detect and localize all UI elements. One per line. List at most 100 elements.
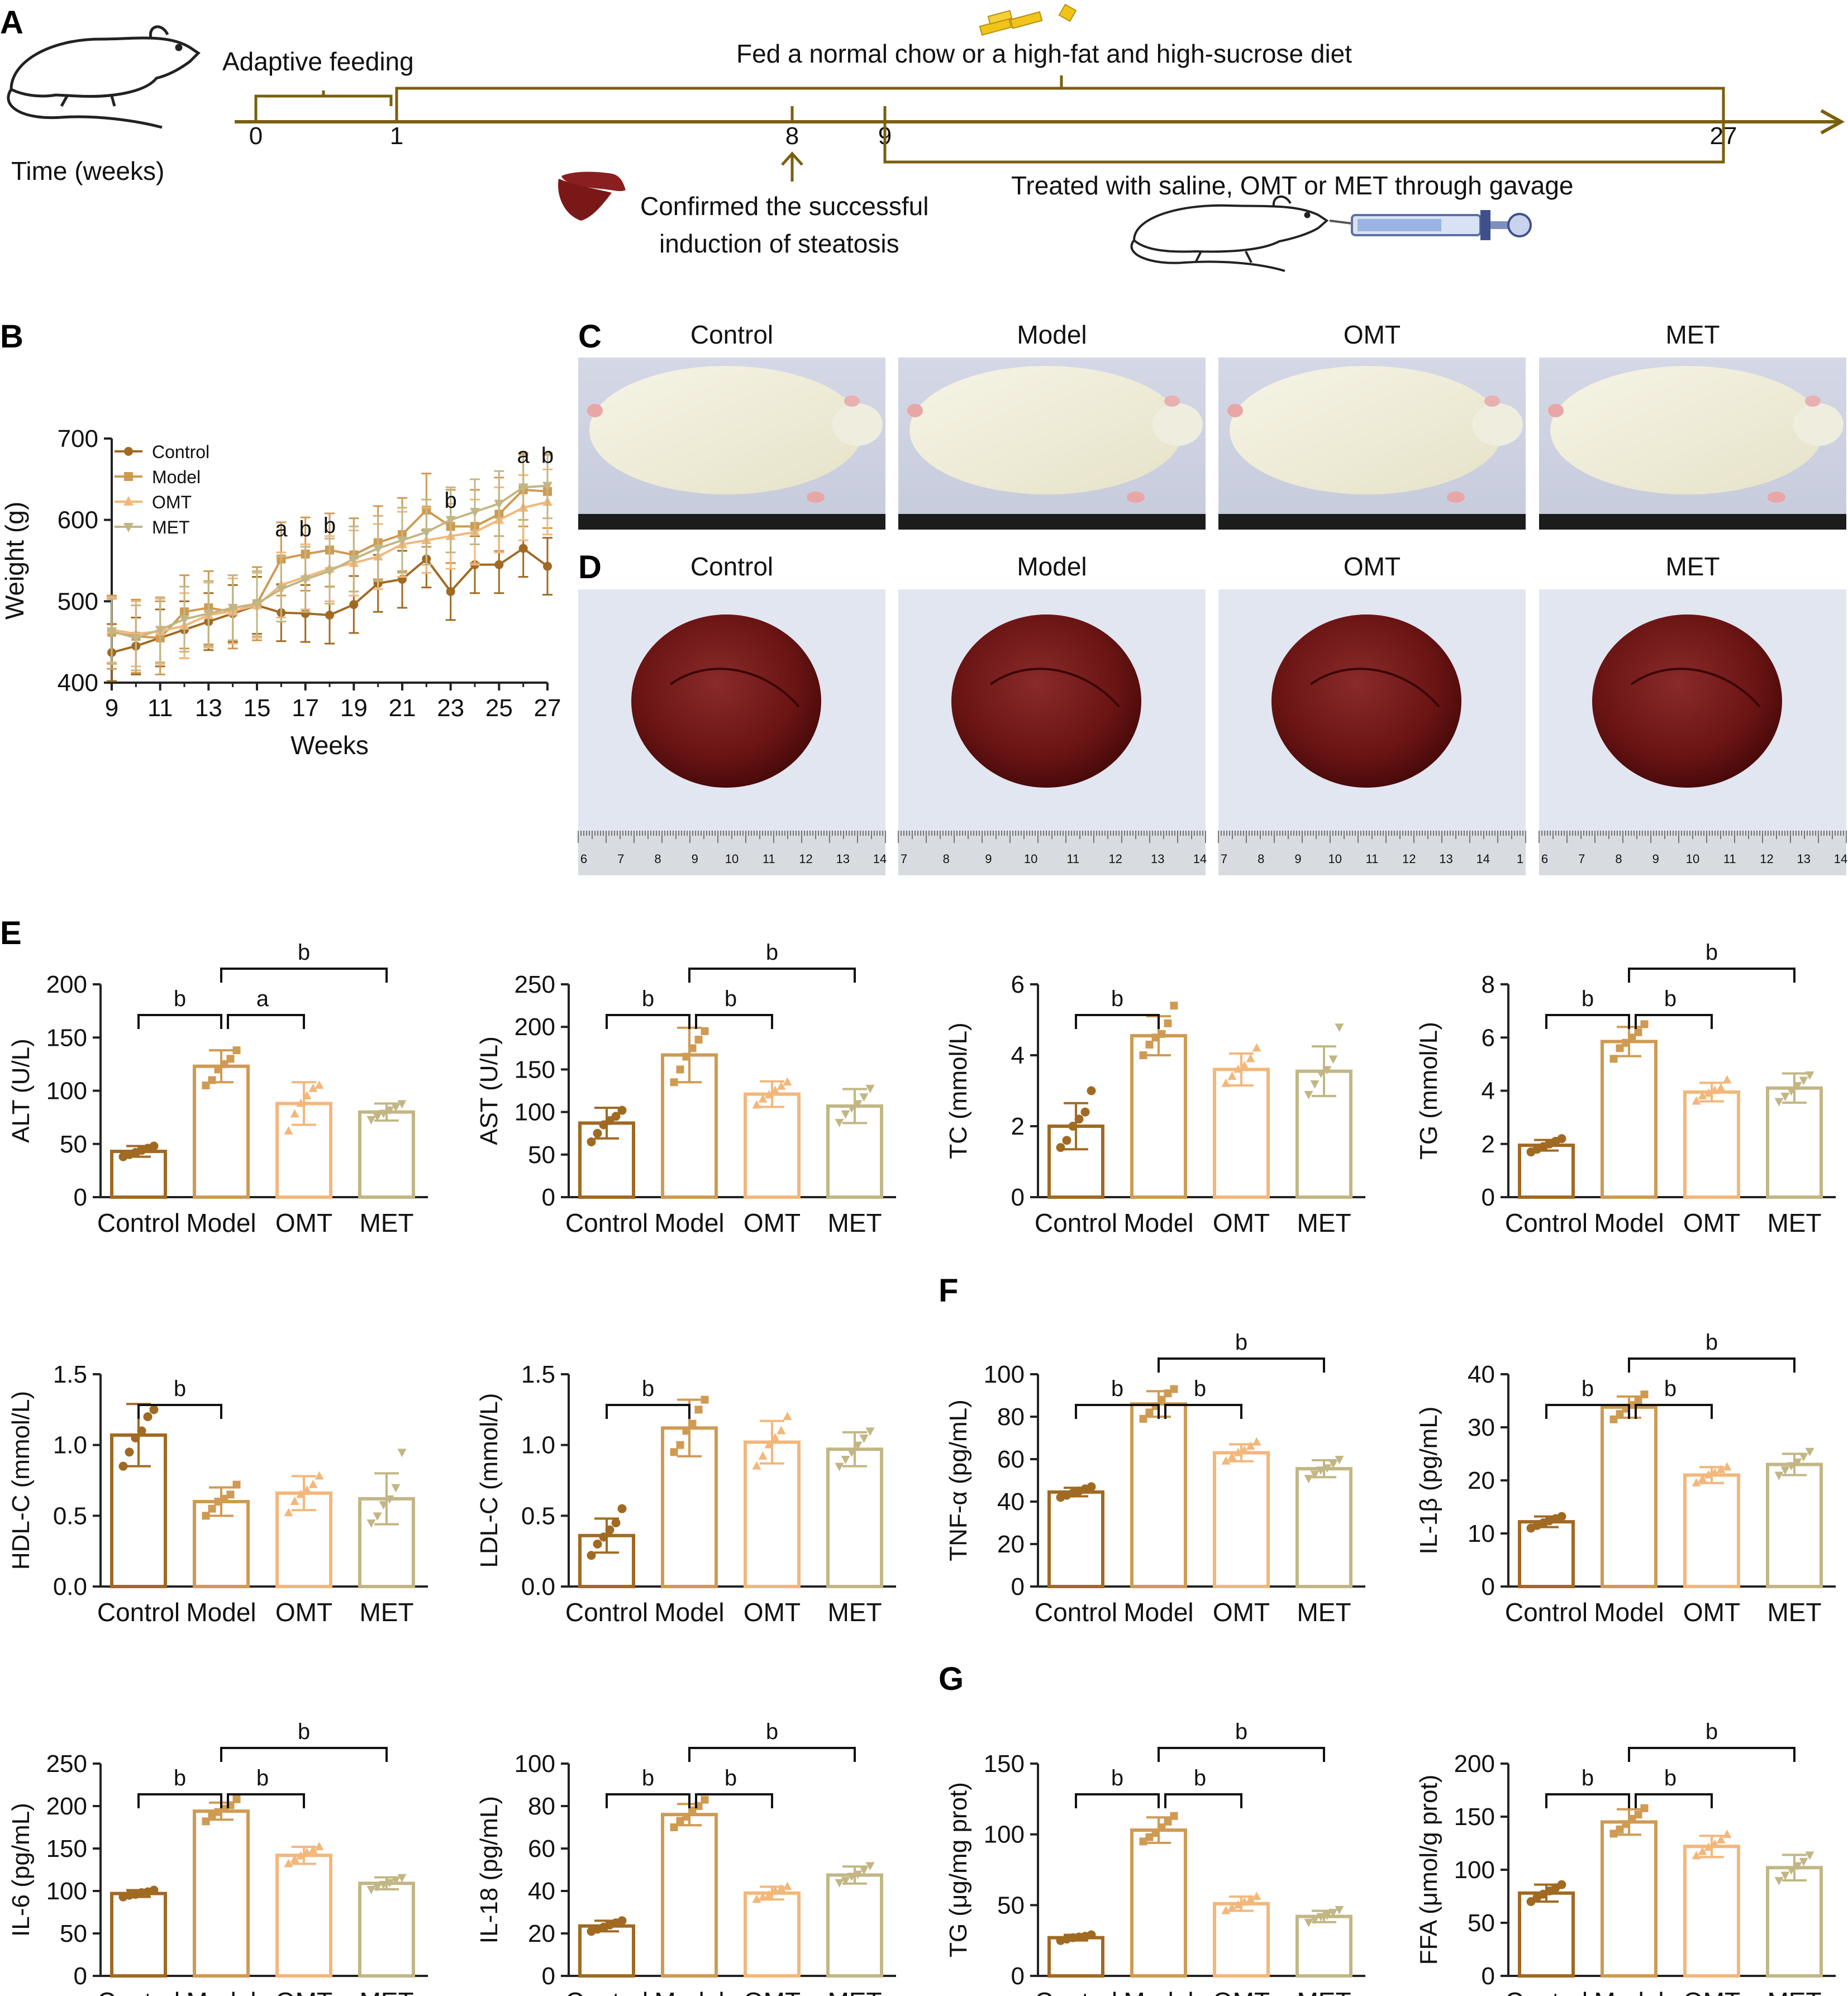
data-point xyxy=(226,1490,235,1499)
y-tick-label: 80 xyxy=(528,1793,555,1820)
liver-icon xyxy=(561,172,626,192)
mouse-photo-row: Control Model OMT MET xyxy=(578,320,1846,530)
weight-line-chart: 400 500 600 700 9 11 13 15 17 19 21 23 25 27 Weeks Weig… xyxy=(0,425,561,760)
data-point xyxy=(758,1094,768,1103)
legend-marker xyxy=(124,472,133,481)
data-point xyxy=(373,1883,382,1892)
data-point xyxy=(284,1508,293,1517)
data-point xyxy=(670,1448,678,1456)
y-tick-label: 100 xyxy=(515,1099,555,1126)
significance-label: b xyxy=(1706,940,1718,965)
y-tick-label: 2 xyxy=(1482,1131,1495,1158)
bar-omt xyxy=(1213,1068,1270,1199)
data-point xyxy=(1704,1470,1713,1479)
data-point xyxy=(302,1091,312,1100)
data-point xyxy=(1328,1460,1338,1469)
data-point xyxy=(379,1880,388,1889)
x-tick-label: Control xyxy=(1035,1598,1117,1627)
significance-bracket xyxy=(1635,1793,1713,1808)
bar-omt xyxy=(744,1092,801,1199)
y-tick-label: 20 xyxy=(528,1920,555,1947)
data-point xyxy=(1799,1453,1808,1462)
y-tick-label: 1.5 xyxy=(53,1361,87,1388)
data-point xyxy=(208,1504,216,1513)
y-tick-label: 0 xyxy=(1011,1184,1025,1211)
data-point xyxy=(296,1851,306,1860)
x-tick-label: Control xyxy=(565,1208,648,1237)
data-point xyxy=(308,1845,318,1854)
x-tick-label: Model xyxy=(1594,1208,1664,1237)
bar-met xyxy=(1295,1914,1352,1978)
y-tick-label: 8 xyxy=(1482,971,1495,998)
y-tick-label: 50 xyxy=(1468,1909,1495,1937)
bar-chart-tnf: 0 20 40 60 80 100 TNF-α (pg/mL) Control Model OMT… xyxy=(945,1330,1365,1627)
bar-chart-hdl: 0.0 0.5 1.0 1.5 HDL-C (mmol/L) Control Model OM… xyxy=(7,1361,428,1627)
data-point xyxy=(1316,1913,1326,1922)
data-point xyxy=(853,1870,863,1879)
data-point xyxy=(155,626,165,636)
data-point xyxy=(214,1498,222,1506)
bar-model xyxy=(1601,1405,1658,1588)
panel-label-e: E xyxy=(0,915,22,951)
y-tick-label: 0 xyxy=(542,1184,555,1211)
data-point xyxy=(252,599,262,609)
data-point xyxy=(276,585,287,595)
y-tick-label: 100 xyxy=(1454,1856,1495,1884)
x-tick-label: MET xyxy=(827,1208,882,1237)
mouse-body xyxy=(909,366,1183,494)
x-tick-label: OMT xyxy=(275,1208,332,1237)
liver-lobe-line xyxy=(1309,668,1440,708)
significance-label: b xyxy=(1235,1330,1247,1355)
bar-model xyxy=(193,1809,250,1978)
data-point xyxy=(853,1100,863,1109)
y-tick-label: 0.5 xyxy=(521,1502,555,1530)
data-point xyxy=(391,1103,401,1112)
panel-label-b: B xyxy=(0,318,23,355)
liver-image xyxy=(951,614,1141,788)
x-tick-label: Control xyxy=(97,1598,180,1627)
data-point xyxy=(1164,1817,1172,1826)
bar-omt xyxy=(1683,1845,1740,1978)
data-point xyxy=(1170,1385,1178,1393)
paw-icon xyxy=(1127,492,1145,503)
data-point xyxy=(688,1806,697,1814)
data-point xyxy=(290,1854,299,1863)
data-point xyxy=(284,1126,293,1135)
data-point xyxy=(315,1080,324,1089)
mouse-photo: OMT xyxy=(1218,320,1526,530)
x-tick-label: OMT xyxy=(744,1208,801,1237)
y-tick-label: 100 xyxy=(984,1361,1025,1388)
paw-icon xyxy=(907,404,923,417)
data-point xyxy=(617,1106,627,1115)
data-point xyxy=(1787,1462,1796,1471)
data-point xyxy=(1310,1470,1320,1479)
bar-control xyxy=(1518,1520,1575,1589)
data-point xyxy=(232,1480,241,1489)
data-point xyxy=(1692,1851,1701,1860)
treatment-bracket xyxy=(883,122,1725,164)
data-point xyxy=(542,482,553,492)
data-point xyxy=(214,1808,222,1816)
bar-chart-alt: 0 50 100 150 200 ALT (U/L) Control Model OMT MET b… xyxy=(7,940,428,1237)
y-tick-label: 100 xyxy=(984,1821,1025,1849)
ear-icon xyxy=(1805,396,1821,407)
data-point xyxy=(284,1859,293,1868)
significance-bracket xyxy=(606,1793,690,1808)
y-tick-label: 60 xyxy=(528,1835,555,1862)
data-point xyxy=(1252,1043,1261,1052)
data-point xyxy=(1805,1447,1814,1456)
x-tick-label: 27 xyxy=(534,694,561,722)
ruler-number: 9 xyxy=(1652,852,1659,866)
significance-label: b xyxy=(766,1719,778,1744)
significance-label: b xyxy=(1111,1766,1123,1790)
syringe-icon xyxy=(1329,210,1532,240)
ruler-number: 11 xyxy=(1366,852,1379,866)
data-point xyxy=(1145,1833,1154,1841)
data-point xyxy=(1609,1830,1618,1838)
ruler-number: 6 xyxy=(580,852,587,866)
data-point xyxy=(373,1512,382,1521)
significance-bracket xyxy=(1545,1793,1630,1808)
data-point xyxy=(701,1027,709,1035)
data-point xyxy=(494,499,504,509)
data-point xyxy=(1322,1912,1332,1921)
